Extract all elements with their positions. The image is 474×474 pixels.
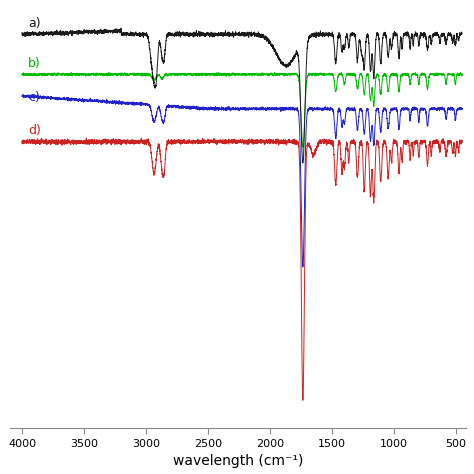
X-axis label: wavelength (cm⁻¹): wavelength (cm⁻¹) [173, 455, 303, 468]
Text: a): a) [28, 17, 41, 30]
Text: c): c) [28, 91, 40, 104]
Text: b): b) [28, 57, 41, 70]
Text: d): d) [28, 125, 41, 137]
